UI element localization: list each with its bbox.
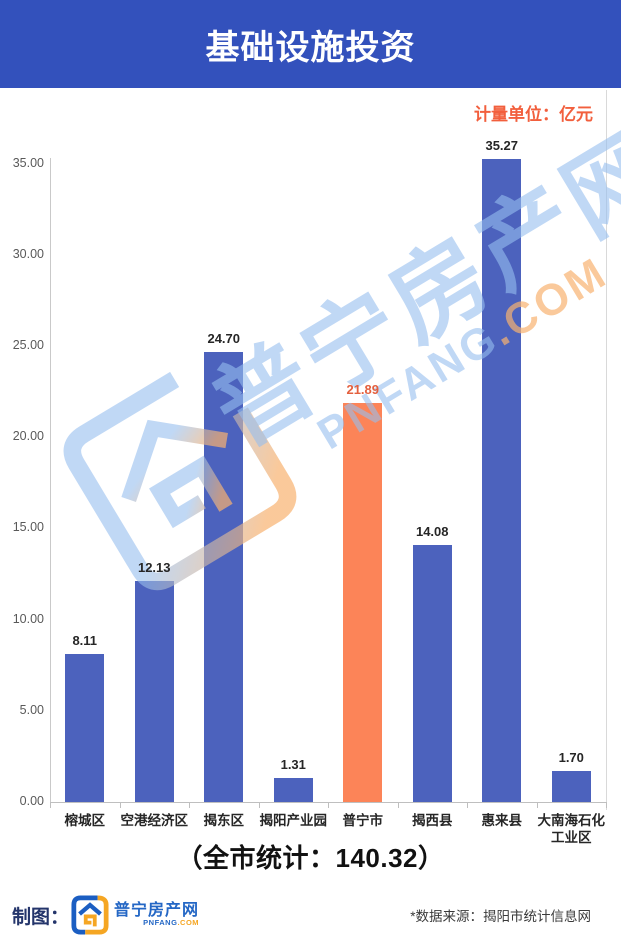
- brand-logo-icon: [71, 895, 109, 935]
- y-tick-label: 15.00: [12, 520, 44, 535]
- x-tick-mark: [467, 803, 468, 808]
- category-label: 惠来县: [481, 813, 523, 828]
- category-label: 揭东区: [203, 813, 245, 828]
- y-tick-label: 20.00: [12, 429, 44, 444]
- bar-value-label: 14.08: [415, 524, 449, 540]
- data-source-note: *数据来源：揭阳市统计信息网: [410, 909, 591, 924]
- bar-value-label: 1.70: [558, 750, 584, 765]
- bar-value-label: 35.27: [485, 137, 519, 153]
- citywide-total: （全市统计：140.32）: [176, 843, 445, 873]
- bar-大南海石化工业区: [551, 771, 591, 802]
- category-label: 揭西县: [412, 813, 453, 828]
- category-label: 大南海石化工业区: [537, 813, 606, 845]
- brand-text: 普宁房产网 PNFANG.COM: [114, 901, 200, 928]
- x-tick-mark: [119, 803, 121, 808]
- brand-domain: PNFANG.COM: [143, 918, 200, 928]
- credit-label: 制图：: [12, 906, 70, 928]
- bar-空港经济区: [134, 580, 174, 802]
- bar-value-label: 12.13: [137, 559, 171, 575]
- y-tick-label: 5.00: [19, 702, 44, 717]
- y-tick-label: 10.00: [12, 611, 44, 626]
- bar-揭西县: [412, 545, 452, 802]
- bar-惠来县: [482, 158, 522, 802]
- category-label: 揭阳产业园: [259, 813, 328, 828]
- bar-榕城区: [65, 654, 105, 802]
- x-tick-mark: [258, 803, 260, 808]
- brand-name: 普宁房产网: [114, 901, 200, 919]
- x-tick-mark: [50, 803, 51, 808]
- y-tick-label: 25.00: [12, 338, 44, 353]
- page-header: 基础设施投资: [0, 0, 621, 88]
- x-axis-line: [50, 802, 607, 803]
- y-axis-line: [50, 158, 51, 802]
- bar-value-label: 21.89: [346, 381, 380, 397]
- bar-普宁市: [343, 402, 383, 802]
- bar-value-label: 8.11: [72, 633, 98, 649]
- category-label: 普宁市: [342, 813, 384, 828]
- y-tick-label: 0.00: [19, 794, 44, 808]
- category-label: 榕城区: [64, 813, 106, 828]
- category-label: 空港经济区: [120, 813, 189, 828]
- x-tick-mark: [536, 803, 538, 808]
- x-tick-mark: [397, 803, 399, 808]
- bar-value-label: 1.31: [280, 757, 306, 773]
- credit-block: 制图： 普宁房产网 PNFANG.COM: [12, 895, 199, 935]
- y-tick-label: 35.00: [12, 155, 44, 170]
- x-tick-mark: [189, 803, 190, 808]
- x-tick-mark: [606, 803, 607, 808]
- page-title: 基础设施投资: [205, 28, 416, 67]
- y-tick-label: 30.00: [12, 246, 44, 261]
- bar-揭阳产业园: [273, 778, 313, 802]
- bar-value-label: 24.70: [207, 330, 241, 346]
- chart-right-border: [606, 90, 607, 810]
- unit-label: 计量单位：亿元: [474, 105, 593, 124]
- x-tick-mark: [328, 803, 329, 808]
- bar-揭东区: [204, 351, 244, 802]
